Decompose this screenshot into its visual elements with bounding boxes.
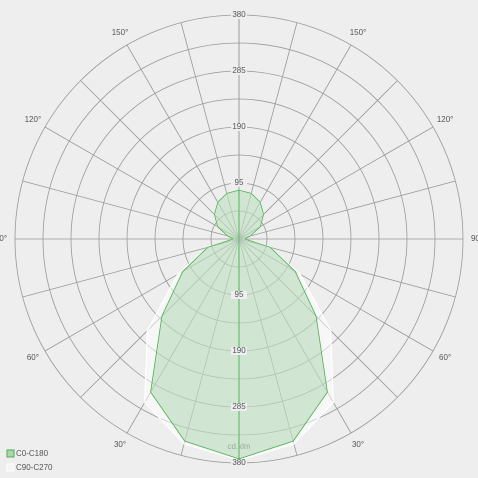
- tick-label-bg: [231, 179, 247, 187]
- tick-label-bg: [231, 11, 247, 19]
- grid-radial: [238, 126, 434, 240]
- grid-radial: [238, 80, 398, 240]
- grid-radial: [80, 80, 240, 240]
- legend-label: C90-C270: [16, 463, 53, 472]
- grid-radial: [238, 180, 456, 240]
- angle-label: 30°: [114, 440, 126, 449]
- grid-radial: [22, 238, 240, 298]
- angle-label: 60°: [27, 353, 39, 362]
- angle-label: 120°: [437, 115, 454, 124]
- tick-label-bg: [231, 123, 247, 131]
- r-tick-label: 380: [232, 458, 246, 467]
- r-tick-label: 285: [232, 402, 246, 411]
- r-tick-label: 285: [232, 66, 246, 75]
- angle-label: 120°: [25, 115, 42, 124]
- legend-swatch: [6, 449, 15, 458]
- series-area: [238, 189, 328, 460]
- grid-radial: [44, 126, 240, 240]
- r-tick-label: 380: [232, 10, 246, 19]
- angle-label: 150°: [112, 28, 129, 37]
- angle-label: 90°: [0, 234, 7, 243]
- grid-radial: [238, 238, 456, 298]
- angle-label: 30°: [352, 440, 364, 449]
- tick-label-bg: [231, 459, 247, 467]
- angle-label: 90°: [471, 234, 478, 243]
- r-tick-label: 95: [235, 178, 244, 187]
- r-tick-label: 95: [235, 290, 244, 299]
- r-tick-label: 190: [232, 346, 246, 355]
- tick-label-bg: [231, 67, 247, 75]
- legend-swatch: [6, 463, 15, 472]
- angle-label: 60°: [439, 353, 451, 362]
- grid-radial: [22, 180, 240, 240]
- r-tick-label: 190: [232, 122, 246, 131]
- angle-label: 150°: [350, 28, 367, 37]
- tick-label-bg: [231, 291, 247, 299]
- tick-label-bg: [231, 403, 247, 411]
- series-area: [150, 189, 240, 460]
- tick-label-bg: [231, 347, 247, 355]
- legend-label: C0-C180: [16, 449, 49, 458]
